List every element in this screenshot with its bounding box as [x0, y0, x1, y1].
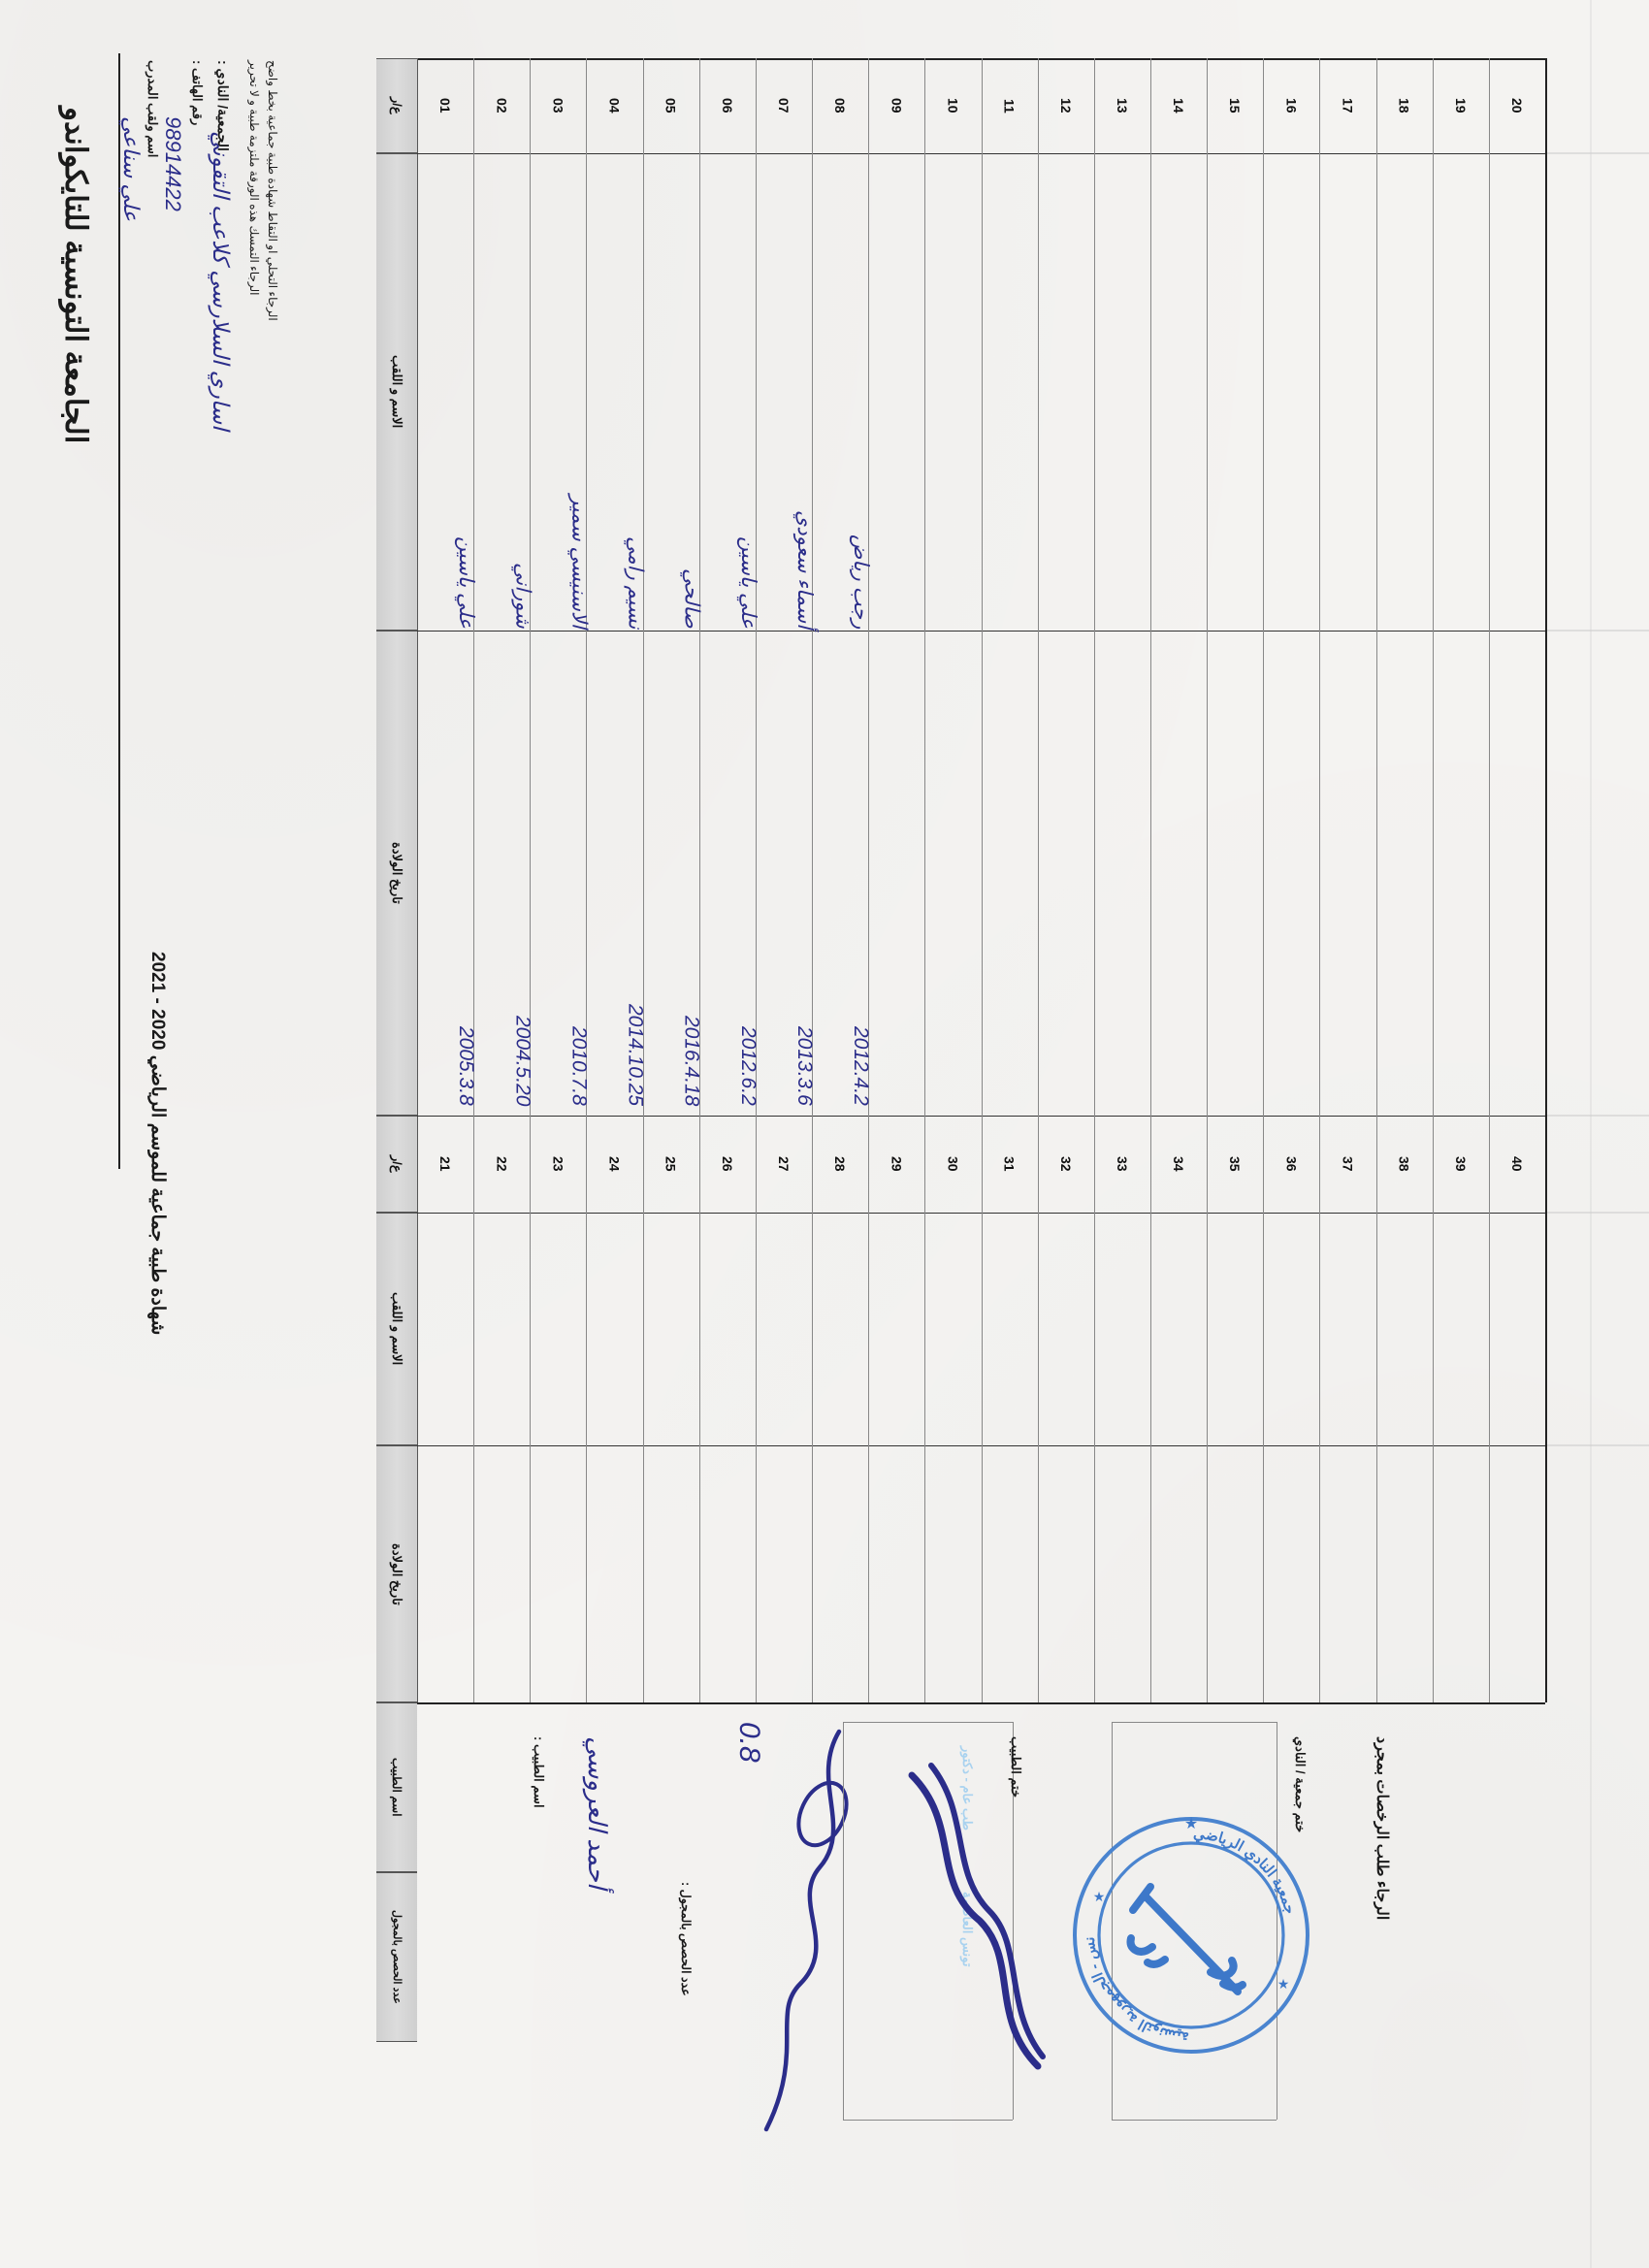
svg-text:★: ★ — [1093, 1889, 1106, 1904]
svg-text:جمعية النادي الرياضي: جمعية النادي الرياضي — [1192, 1826, 1298, 1916]
svg-text:★: ★ — [1277, 1976, 1290, 1992]
